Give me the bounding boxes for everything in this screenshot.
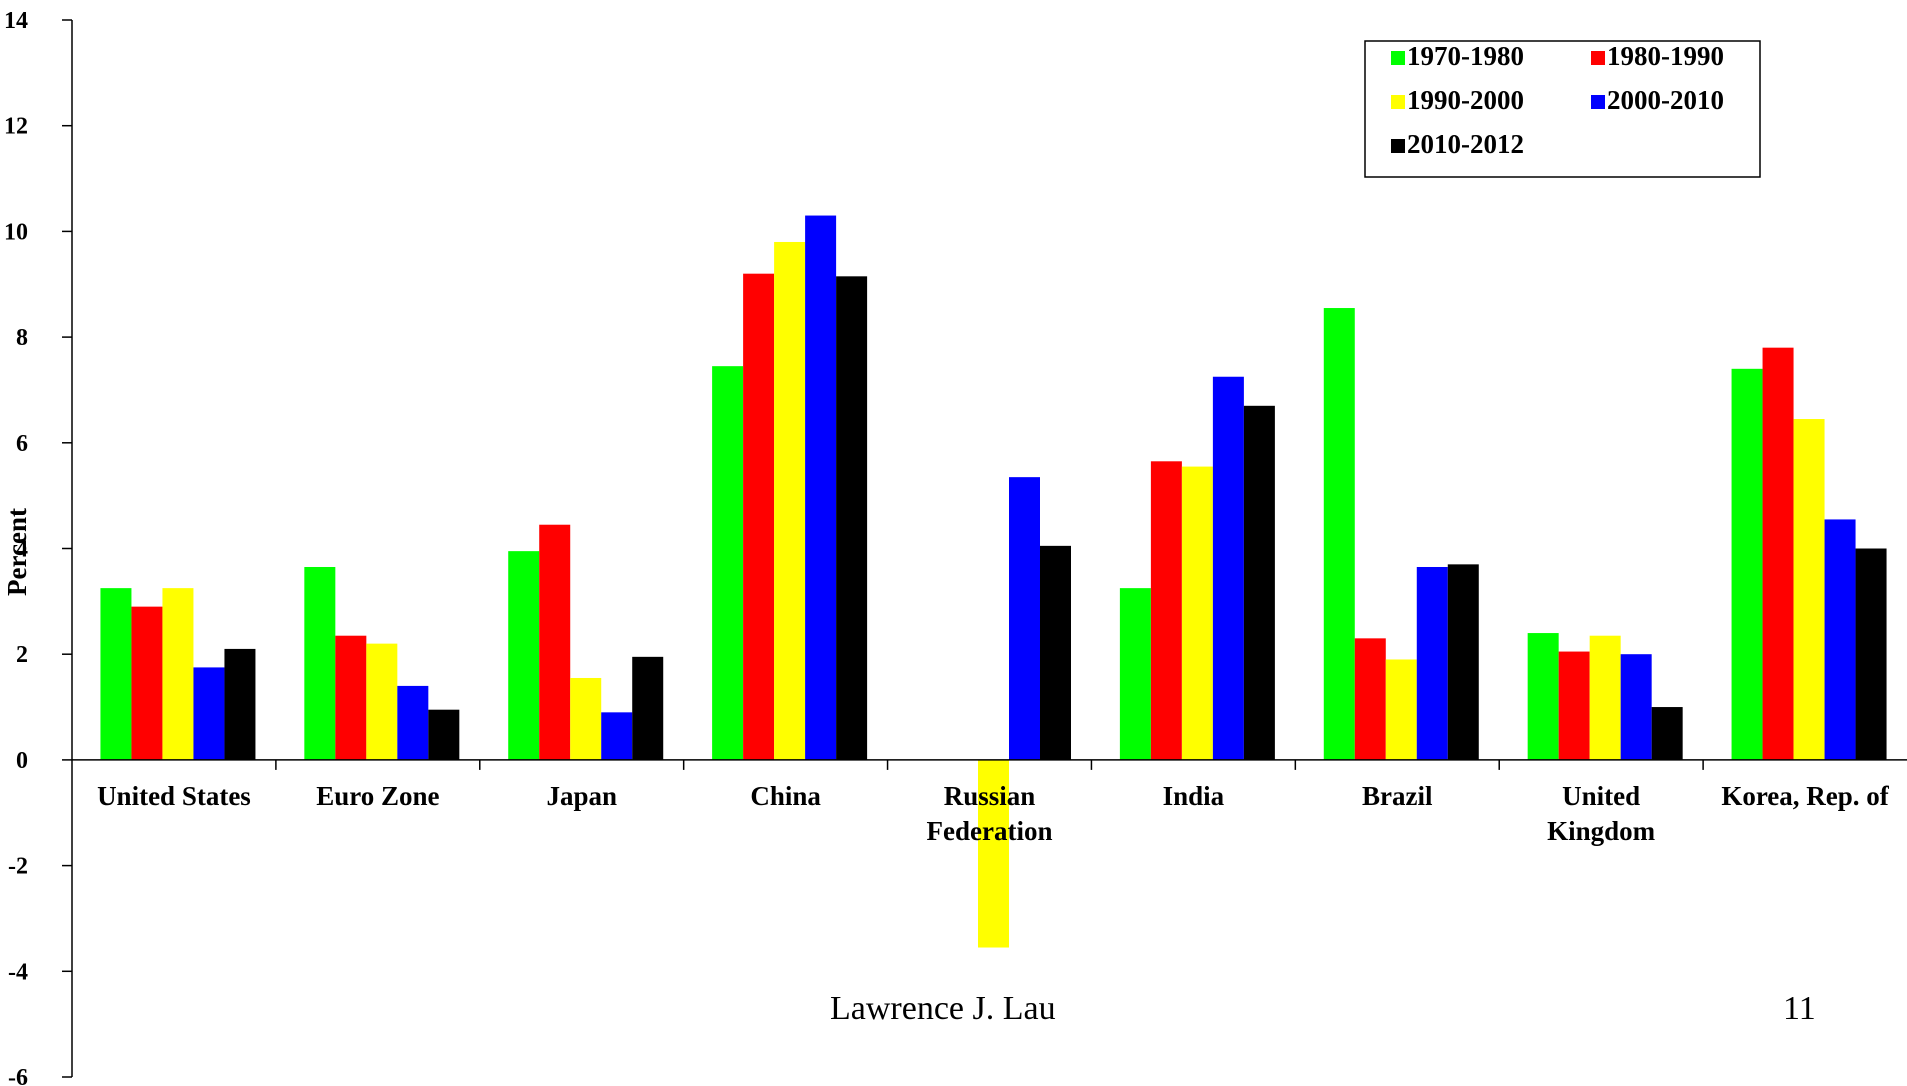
bar: [1416, 566, 1448, 760]
bar: [508, 551, 540, 760]
category-label: United States: [97, 781, 251, 811]
category-label: China: [750, 781, 821, 811]
bar: [1558, 651, 1590, 760]
bar: [1243, 405, 1275, 760]
bars: [100, 215, 1887, 948]
bar: [1762, 347, 1794, 760]
bar: [978, 759, 1009, 948]
bar: [1824, 519, 1856, 760]
bar: [335, 635, 367, 760]
y-tick-label: 12: [4, 114, 28, 140]
y-tick-label: 14: [4, 8, 28, 34]
legend-label: 1980-1990: [1607, 41, 1724, 71]
bar: [1589, 635, 1621, 760]
bar: [1150, 461, 1182, 760]
bar: [224, 648, 256, 760]
page-number: 11: [1783, 990, 1816, 1027]
legend-label: 1990-2000: [1407, 85, 1524, 115]
category-label: Japan: [546, 781, 617, 811]
bar: [1119, 588, 1151, 760]
y-tick-label: 2: [16, 642, 28, 668]
bar: [712, 366, 744, 760]
category-label: India: [1163, 781, 1225, 811]
x-axis: [72, 759, 1907, 770]
y-tick-label: 6: [16, 431, 28, 457]
bar: [1447, 564, 1479, 760]
legend-label: 2000-2010: [1607, 85, 1724, 115]
y-axis: -6 -4 -2 0 2 4 6 8 10 12 14: [4, 8, 73, 1086]
y-tick-label: 10: [4, 219, 28, 245]
bar: [1793, 419, 1825, 760]
legend-swatch: [1591, 95, 1605, 109]
category-label: Korea, Rep. of: [1721, 781, 1889, 811]
category-label: Brazil: [1362, 781, 1433, 811]
legend-box: [1364, 40, 1761, 178]
bar: [1731, 368, 1763, 760]
category-label: Euro Zone: [316, 781, 439, 811]
bar: [1040, 545, 1071, 760]
bar: [131, 606, 163, 760]
footer-author: Lawrence J. Lau: [830, 990, 1056, 1027]
bar: [632, 656, 664, 760]
bar: [1385, 659, 1417, 760]
bar: [774, 241, 806, 760]
bar: [601, 712, 633, 760]
legend-swatch: [1591, 51, 1605, 65]
bar: [743, 273, 775, 760]
bar: [428, 709, 460, 760]
category-labels: United States Euro Zone Japan China Russian F…: [97, 781, 1890, 846]
y-tick-label: -4: [8, 959, 28, 985]
y-tick-label: 0: [16, 748, 28, 774]
y-tick-label: 4: [16, 537, 28, 563]
bar: [1855, 548, 1887, 760]
bar: [397, 685, 429, 760]
bar: [100, 588, 132, 760]
bar: [1354, 638, 1386, 760]
bar: [805, 215, 837, 760]
legend-label: 1970-1980: [1407, 41, 1524, 71]
y-tick-label: -6: [8, 1065, 28, 1086]
bar: [366, 643, 398, 760]
bar: [1527, 633, 1559, 760]
legend-swatch: [1391, 139, 1405, 153]
bar: [162, 588, 194, 760]
category-label: Russian Federation: [927, 781, 1053, 846]
legend-label: 2010-2012: [1407, 129, 1524, 159]
bar: [1009, 477, 1040, 760]
bar: [570, 677, 602, 760]
y-tick-label: 8: [16, 325, 28, 351]
bar: [1181, 466, 1213, 760]
bar: [1323, 308, 1355, 760]
bar: [539, 524, 571, 760]
bar: [1651, 707, 1683, 760]
bar: [304, 566, 336, 760]
legend-swatch: [1391, 51, 1405, 65]
bar: [836, 276, 868, 760]
bar: [1620, 654, 1652, 760]
y-axis-title: Percent: [2, 508, 32, 596]
legend: 1970-1980 1980-1990 1990-2000 2000-2010 2010…: [1364, 40, 1761, 178]
bar: [193, 667, 225, 760]
legend-swatch: [1391, 95, 1405, 109]
y-tick-label: -2: [8, 854, 28, 880]
bar: [1212, 376, 1244, 760]
category-label: United Kingdom: [1547, 781, 1656, 846]
